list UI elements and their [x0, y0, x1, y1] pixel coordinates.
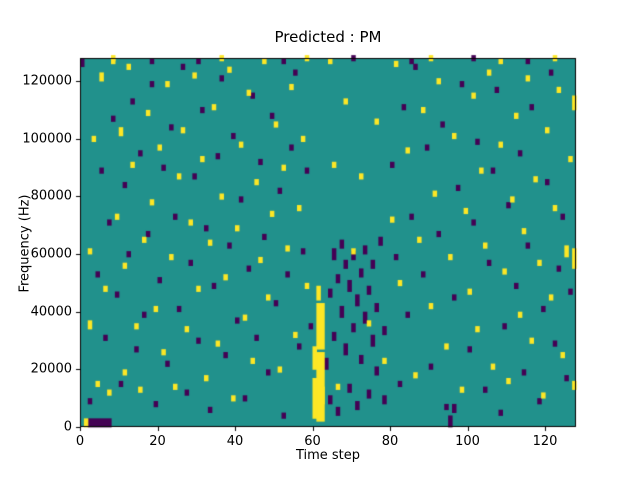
y-tick-label: 20000 — [30, 361, 72, 377]
chart-title: Predicted : PM — [274, 28, 382, 46]
x-tick-label: 20 — [149, 434, 166, 449]
y-tick-label: 120000 — [22, 73, 72, 89]
x-tick-label: 100 — [455, 434, 480, 449]
x-tick-label: 0 — [75, 434, 85, 449]
x-tick-label: 120 — [532, 434, 558, 449]
x-tick-label: 60 — [304, 434, 321, 449]
y-tick-label: 80000 — [30, 188, 72, 204]
y-tick-label: 60000 — [30, 246, 72, 262]
y-tick-label: 40000 — [30, 304, 72, 320]
x-axis-label: Time step — [295, 448, 361, 463]
y-tick-label: 100000 — [22, 131, 72, 147]
y-tick-label: 0 — [63, 419, 72, 435]
x-tick-label: 40 — [226, 434, 244, 449]
x-tick-label: 80 — [381, 434, 399, 449]
